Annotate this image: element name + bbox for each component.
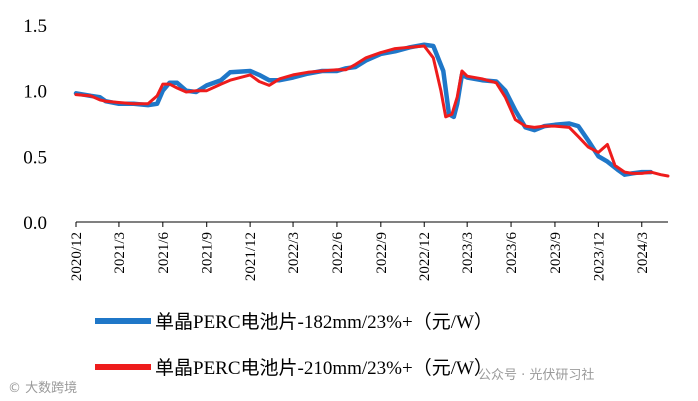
x-tick-label: 2020/12	[69, 232, 85, 281]
x-tick-label: 2021/9	[200, 232, 216, 274]
y-tick-label: 0.0	[23, 213, 47, 234]
x-tick-label: 2023/3	[460, 232, 476, 274]
watermark-left: © 大数跨境	[8, 381, 77, 396]
series-line-210mm	[74, 44, 670, 178]
x-tick-label: 2023/12	[591, 232, 607, 281]
y-tick-label: 1.5	[23, 16, 47, 37]
legend-label-210mm: 单晶PERC电池片-210mm/23%+（元/W）	[155, 357, 493, 379]
series-line-182mm	[73, 42, 654, 177]
x-tick-label: 2024/3	[635, 232, 651, 274]
legend: 单晶PERC电池片-182mm/23%+（元/W） 单晶PERC电池片-210m…	[95, 311, 493, 379]
watermark-right: 公众号 · 光伏研习社	[478, 367, 594, 383]
y-axis-ticks: 1.5 1.0 0.5 0.0	[23, 16, 47, 234]
x-tick-label: 2023/9	[548, 232, 564, 274]
x-tick-label: 2022/12	[417, 232, 433, 281]
x-tick-label: 2021/6	[156, 232, 172, 274]
y-tick-label: 1.0	[23, 82, 47, 103]
x-tick-label: 2022/3	[286, 232, 302, 274]
x-tick-label: 2021/12	[243, 232, 259, 281]
x-tick-label: 2022/9	[374, 232, 390, 274]
y-tick-label: 0.5	[23, 147, 47, 168]
x-tick-label: 2023/6	[504, 232, 520, 274]
x-tick-label: 2021/3	[112, 232, 128, 274]
legend-label-182mm: 单晶PERC电池片-182mm/23%+（元/W）	[155, 311, 493, 333]
x-tick-label: 2022/6	[330, 232, 346, 274]
series-lines	[73, 42, 670, 178]
x-axis-ticks: 2020/12 2021/3 2021/6 2021/9 2021/12 2022/3 20…	[69, 222, 651, 281]
